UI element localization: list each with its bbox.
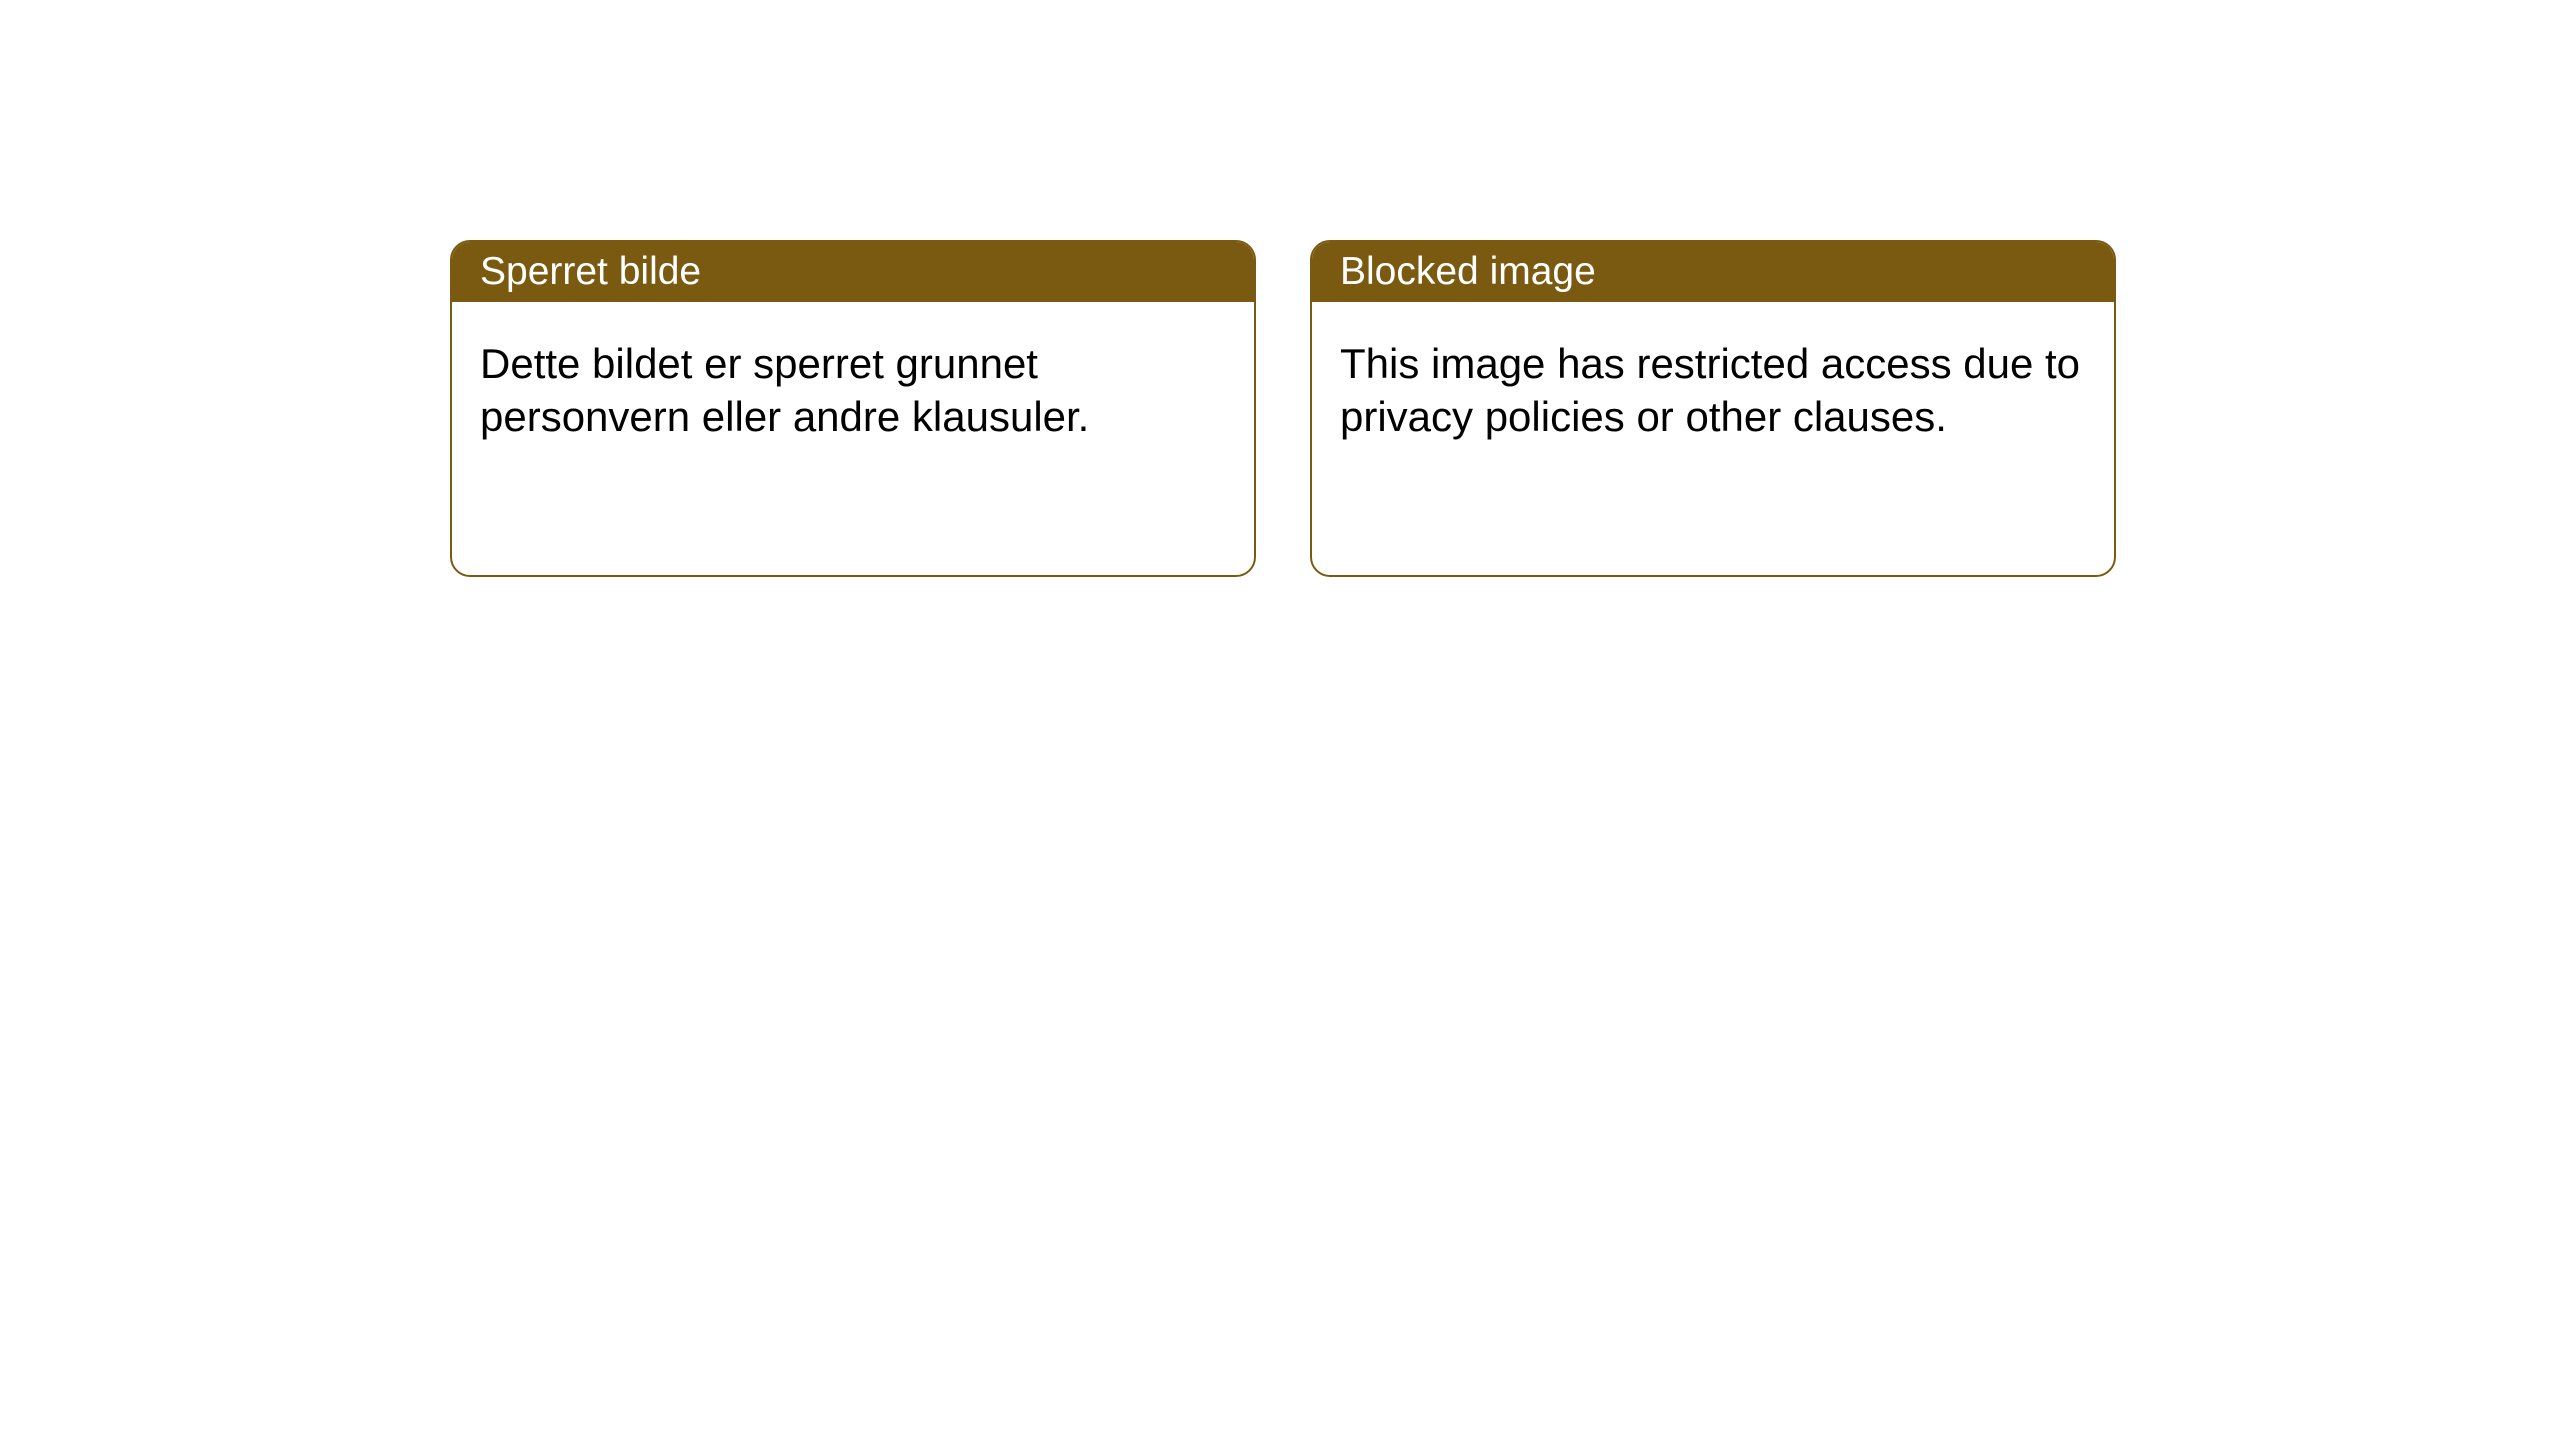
notice-card-header: Sperret bilde [452, 242, 1254, 302]
notice-card-body: Dette bildet er sperret grunnet personve… [452, 302, 1254, 479]
notice-card-body: This image has restricted access due to … [1312, 302, 2114, 479]
notice-card-english: Blocked image This image has restricted … [1310, 240, 2116, 577]
notice-card-header: Blocked image [1312, 242, 2114, 302]
notice-card-norwegian: Sperret bilde Dette bildet er sperret gr… [450, 240, 1256, 577]
blocked-image-notices: Sperret bilde Dette bildet er sperret gr… [450, 240, 2116, 577]
